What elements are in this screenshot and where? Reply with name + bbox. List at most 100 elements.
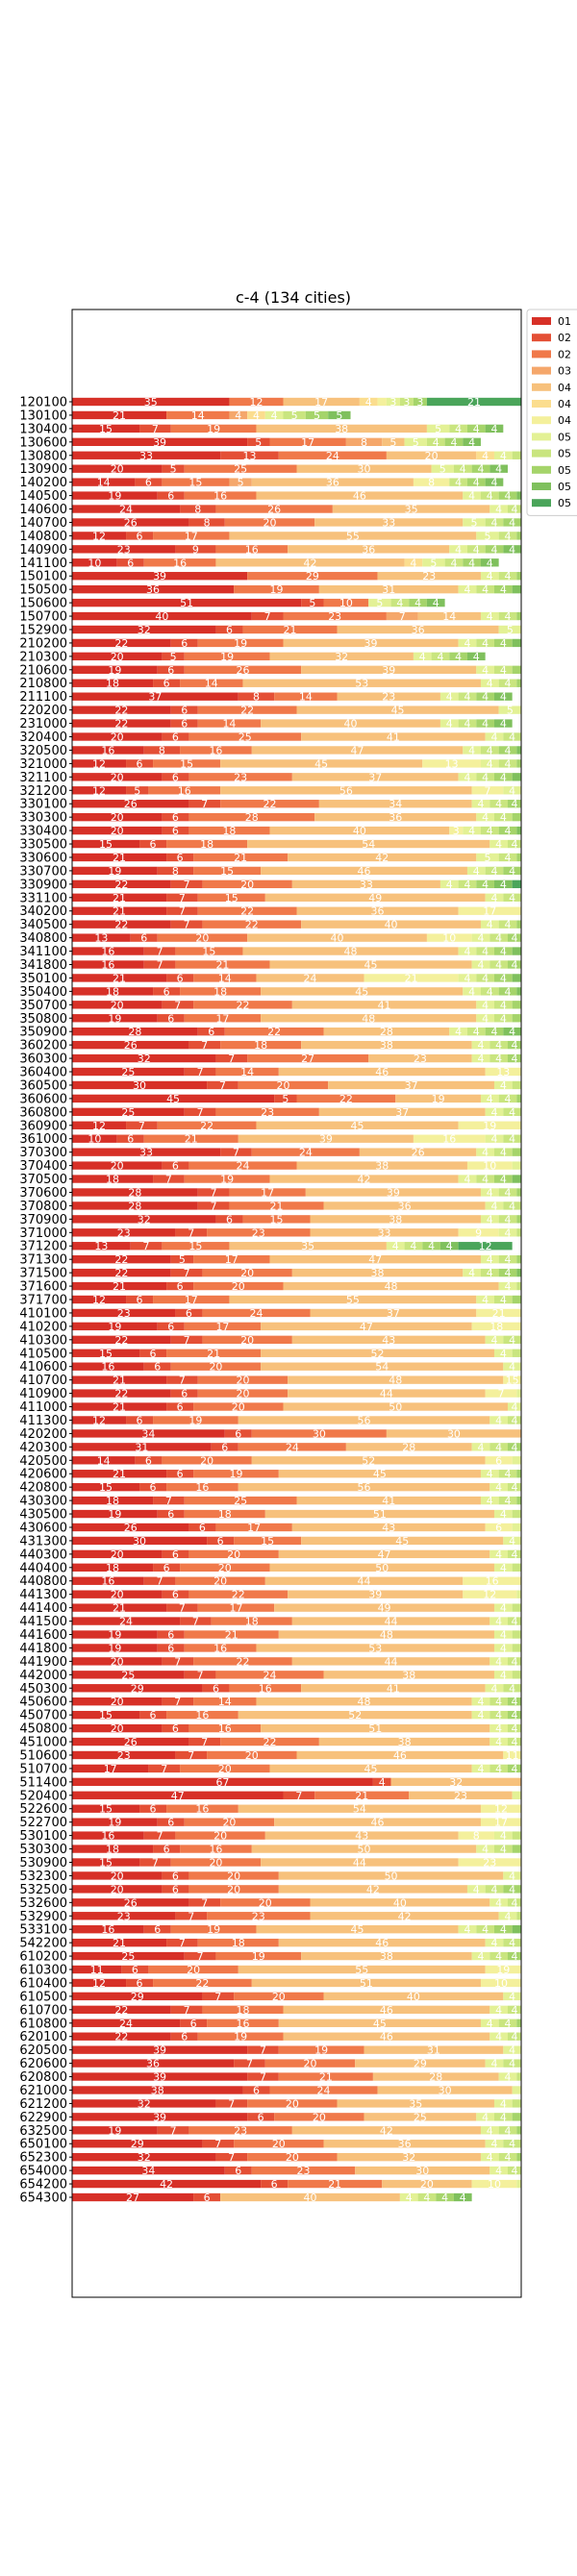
legend-label: 05 [558, 448, 571, 460]
bar-segment [261, 1014, 477, 1023]
bar-segment [493, 719, 513, 728]
bar-value-label: 4 [482, 664, 489, 677]
bar-segment [503, 2045, 521, 2054]
bar-value-label: 56 [339, 784, 353, 797]
bar-value-label: 4 [500, 691, 507, 704]
bar-value-label: 20 [227, 1548, 240, 1561]
bar-segment [72, 1710, 140, 1720]
y-tick-label: 340200 [19, 904, 67, 919]
bar-segment [220, 1040, 302, 1050]
bar-segment [72, 545, 176, 554]
bar-segment [296, 706, 499, 714]
bar-value-label: 5 [238, 477, 244, 489]
bar-segment [72, 598, 302, 607]
bar-value-label: 4 [490, 865, 497, 878]
y-tick-label: 533100 [19, 1923, 67, 1938]
bar-segment [234, 1536, 302, 1546]
bar-value-label: 4 [495, 1722, 502, 1735]
bar-value-label: 4 [509, 731, 515, 744]
bar-segment [516, 491, 521, 500]
bar-segment [503, 518, 521, 527]
bar-segment [476, 974, 494, 982]
y-tick-label: 330100 [19, 798, 67, 812]
bar-value-label: 6 [150, 838, 157, 851]
bar-value-label: 4 [500, 1508, 507, 1521]
bar-segment [471, 1710, 490, 1720]
bar-value-label: 4 [468, 825, 475, 837]
bar-segment [395, 1094, 481, 1103]
bar-value-label: 12 [92, 784, 106, 797]
bar-value-label: 55 [346, 1294, 360, 1306]
bar-segment [242, 947, 459, 955]
y-tick-label: 620600 [19, 2057, 67, 2071]
bar-segment [417, 2192, 437, 2202]
bar-value-label: 4 [511, 504, 517, 516]
bar-segment [471, 933, 490, 942]
bar-segment [72, 1684, 203, 1693]
bar-value-label: 4 [487, 2151, 493, 2164]
bar-value-label: 7 [260, 2044, 266, 2057]
bar-segment [193, 1470, 279, 1478]
bar-value-label: 4 [490, 516, 497, 529]
bar-segment [180, 987, 262, 996]
bar-value-label: 39 [382, 664, 395, 677]
bar-segment [485, 1965, 521, 1974]
bar-segment [493, 584, 513, 594]
bar-value-label: 14 [97, 477, 111, 489]
bar-value-label: 4 [235, 409, 241, 422]
y-tick-label: 654200 [19, 2178, 67, 2192]
bar-value-label: 4 [504, 852, 511, 864]
bar-value-label: 6 [167, 1012, 174, 1025]
bar-value-label: 6 [208, 1026, 214, 1038]
bar-value-label: 16 [195, 1803, 209, 1816]
bar-segment [503, 1335, 521, 1345]
bar-value-label: 51 [180, 597, 193, 609]
bar-segment [503, 893, 521, 902]
bar-value-label: 4 [500, 583, 507, 596]
y-tick-label: 350400 [19, 985, 67, 1000]
bar-segment [516, 2019, 521, 2027]
bar-segment [143, 1831, 176, 1840]
bar-value-label: 6 [177, 1401, 184, 1414]
bar-value-label: 4 [473, 423, 480, 435]
bar-value-label: 4 [423, 2192, 430, 2204]
bar-value-label: 43 [355, 1830, 368, 1843]
bar-segment [72, 2099, 216, 2108]
bar-segment [157, 1322, 185, 1331]
bar-value-label: 34 [141, 1427, 155, 1440]
bar-segment [493, 974, 513, 982]
bar-value-label: 21 [355, 1790, 368, 1802]
bar-value-label: 4 [468, 490, 475, 503]
bar-segment [485, 2140, 504, 2148]
bar-segment [485, 1107, 504, 1117]
y-tick-label: 231000 [19, 717, 67, 731]
bar-segment [72, 1804, 140, 1813]
bar-segment [188, 1737, 221, 1746]
bar-segment [480, 491, 499, 500]
bar-segment [256, 974, 364, 982]
bar-segment [512, 1161, 521, 1170]
bar-value-label: 20 [111, 999, 124, 1011]
bar-segment [507, 1617, 521, 1625]
bar-value-label: 24 [119, 2018, 133, 2030]
bar-value-label: 14 [222, 718, 236, 731]
bar-segment [291, 2126, 481, 2135]
y-tick-label: 441900 [19, 1655, 67, 1670]
bar-value-label: 4 [500, 1012, 507, 1025]
bar-value-label: 4 [495, 1950, 502, 1963]
bar-value-label: 12 [92, 1120, 106, 1132]
bar-value-label: 4 [477, 1709, 484, 1721]
bar-value-label: 4 [487, 1186, 493, 1199]
bar-value-label: 6 [221, 1441, 228, 1453]
bar-segment [471, 1040, 490, 1050]
bar-value-label: 4 [504, 1280, 511, 1293]
bar-segment [193, 974, 257, 982]
bar-value-label: 4 [500, 879, 507, 891]
bar-segment [480, 746, 499, 755]
bar-segment [409, 1791, 513, 1799]
y-tick-label: 410600 [19, 1360, 67, 1375]
bar-value-label: 20 [259, 1896, 272, 1909]
y-tick-label: 371600 [19, 1280, 67, 1295]
bar-segment [512, 1349, 521, 1357]
bar-value-label: 44 [380, 1388, 393, 1400]
